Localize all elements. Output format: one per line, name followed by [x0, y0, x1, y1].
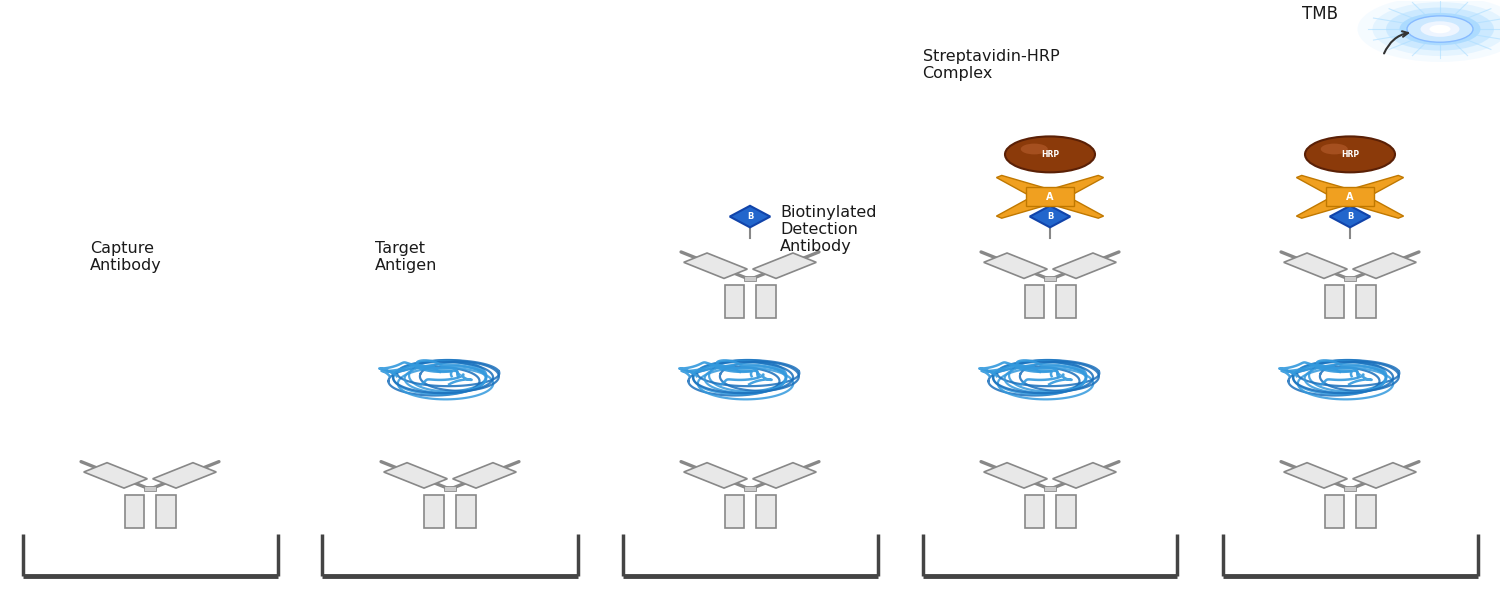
- Text: B: B: [1347, 212, 1353, 221]
- Polygon shape: [996, 193, 1060, 218]
- Text: A: A: [1047, 192, 1053, 202]
- Polygon shape: [996, 175, 1060, 201]
- Polygon shape: [744, 276, 756, 281]
- Text: A: A: [1347, 192, 1353, 202]
- Polygon shape: [1053, 463, 1116, 488]
- Circle shape: [1320, 143, 1347, 154]
- Polygon shape: [1284, 253, 1347, 278]
- Polygon shape: [153, 463, 216, 488]
- Polygon shape: [384, 463, 447, 488]
- Polygon shape: [1344, 485, 1356, 491]
- Polygon shape: [84, 463, 147, 488]
- Polygon shape: [144, 485, 156, 491]
- Circle shape: [1005, 136, 1095, 172]
- Polygon shape: [1024, 495, 1044, 528]
- Text: HRP: HRP: [1341, 150, 1359, 159]
- Polygon shape: [1353, 463, 1416, 488]
- Polygon shape: [453, 463, 516, 488]
- Polygon shape: [124, 495, 144, 528]
- Polygon shape: [1344, 276, 1356, 281]
- Text: TMB: TMB: [1302, 5, 1338, 23]
- Polygon shape: [1284, 463, 1347, 488]
- Circle shape: [1400, 13, 1480, 45]
- Polygon shape: [456, 495, 476, 528]
- Polygon shape: [753, 253, 816, 278]
- Text: Capture
Antibody: Capture Antibody: [90, 241, 162, 273]
- Polygon shape: [984, 463, 1047, 488]
- Polygon shape: [1053, 253, 1116, 278]
- Polygon shape: [1324, 286, 1344, 319]
- Polygon shape: [444, 485, 456, 491]
- Polygon shape: [1356, 286, 1376, 319]
- Text: Streptavidin-HRP
Complex: Streptavidin-HRP Complex: [922, 49, 1059, 81]
- Circle shape: [1020, 143, 1047, 154]
- Circle shape: [1358, 0, 1500, 62]
- Polygon shape: [756, 286, 776, 319]
- Polygon shape: [1040, 193, 1104, 218]
- Polygon shape: [1044, 485, 1056, 491]
- Polygon shape: [1353, 253, 1416, 278]
- Polygon shape: [1056, 286, 1076, 319]
- Polygon shape: [984, 253, 1047, 278]
- Polygon shape: [684, 463, 747, 488]
- Polygon shape: [753, 463, 816, 488]
- Polygon shape: [1040, 175, 1104, 201]
- Polygon shape: [156, 495, 176, 528]
- Circle shape: [1305, 136, 1395, 172]
- Circle shape: [1420, 21, 1460, 37]
- Polygon shape: [724, 286, 744, 319]
- Text: Target
Antigen: Target Antigen: [375, 241, 438, 273]
- Text: Biotinylated
Detection
Antibody: Biotinylated Detection Antibody: [780, 205, 876, 254]
- Polygon shape: [1044, 276, 1056, 281]
- Polygon shape: [1029, 206, 1069, 227]
- Polygon shape: [1056, 495, 1076, 528]
- Polygon shape: [1340, 175, 1404, 201]
- Polygon shape: [744, 485, 756, 491]
- Polygon shape: [756, 495, 776, 528]
- Text: B: B: [747, 212, 753, 221]
- Text: HRP: HRP: [1041, 150, 1059, 159]
- Polygon shape: [1296, 175, 1360, 201]
- Text: B: B: [1047, 212, 1053, 221]
- Polygon shape: [1340, 193, 1404, 218]
- Polygon shape: [1024, 286, 1044, 319]
- Circle shape: [1372, 2, 1500, 56]
- Polygon shape: [1356, 495, 1376, 528]
- Polygon shape: [1329, 206, 1371, 227]
- Circle shape: [1407, 16, 1473, 42]
- Polygon shape: [1026, 187, 1074, 206]
- Polygon shape: [424, 495, 444, 528]
- Polygon shape: [1324, 495, 1344, 528]
- Polygon shape: [729, 206, 771, 227]
- Circle shape: [1430, 25, 1450, 33]
- Polygon shape: [684, 253, 747, 278]
- Polygon shape: [1326, 187, 1374, 206]
- Circle shape: [1386, 7, 1494, 50]
- Polygon shape: [1296, 193, 1360, 218]
- Polygon shape: [724, 495, 744, 528]
